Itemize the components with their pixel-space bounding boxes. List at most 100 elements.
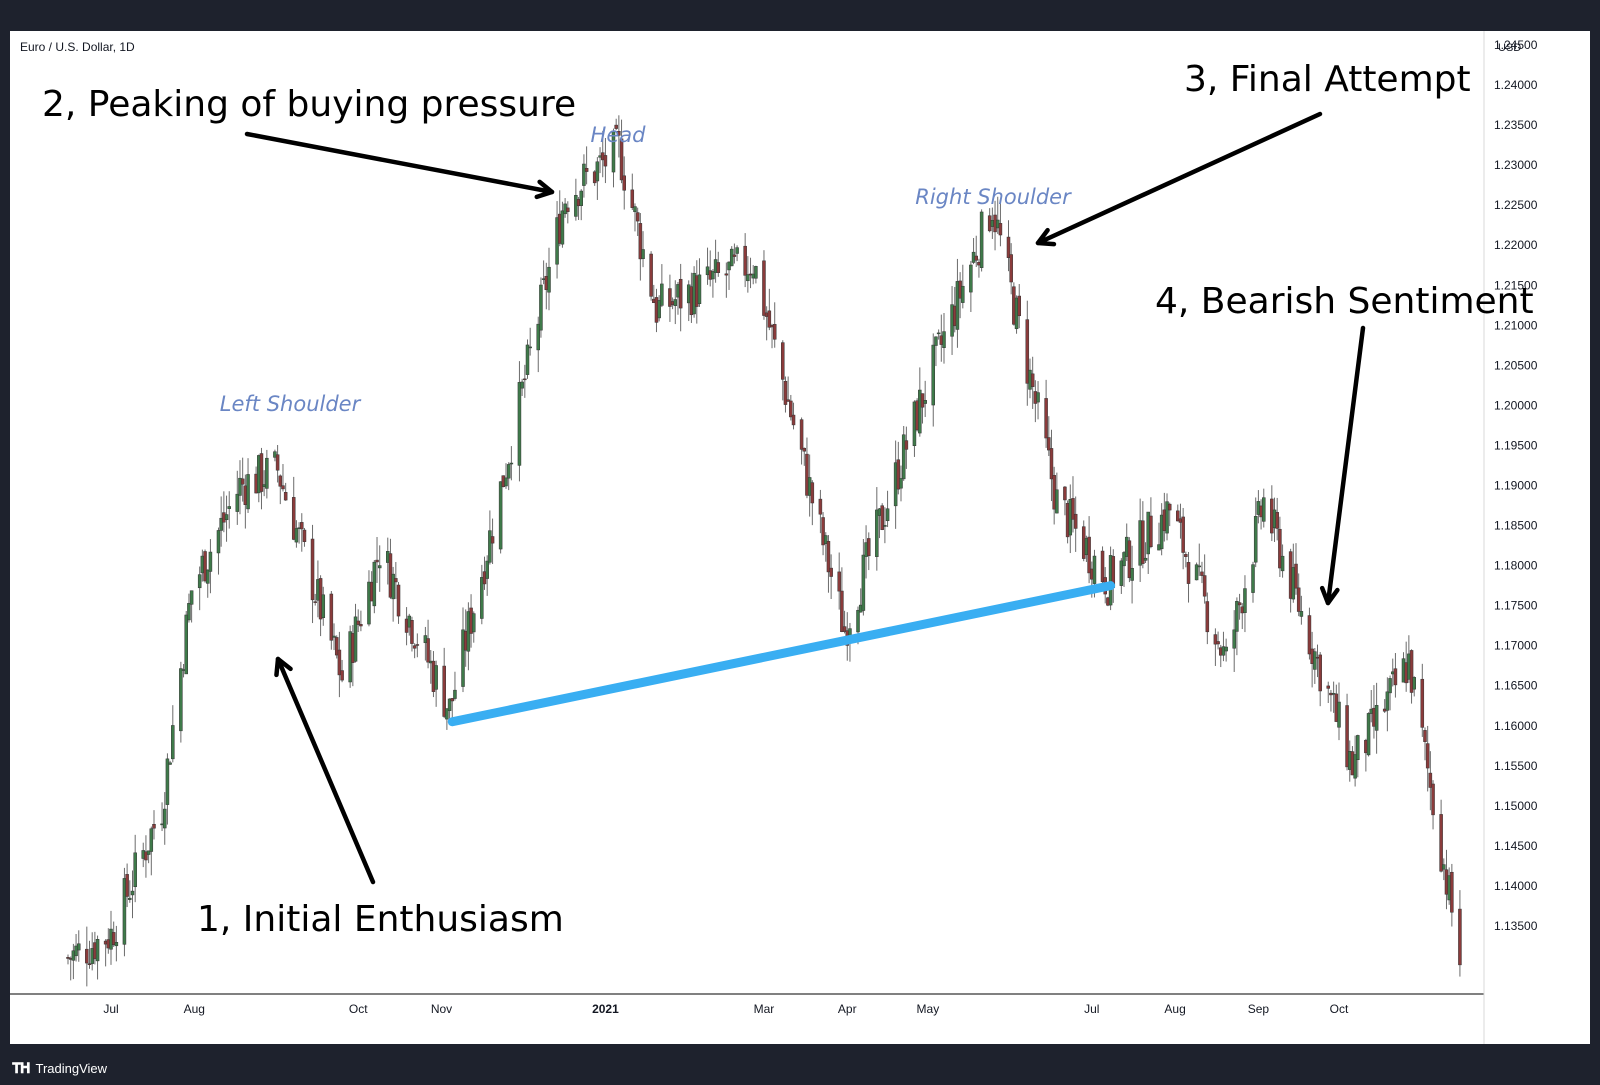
candle-body xyxy=(240,478,245,485)
candle-body xyxy=(332,635,336,638)
candle-body xyxy=(461,629,465,687)
candle-body xyxy=(867,538,871,557)
candle-body xyxy=(579,190,583,206)
candle-body xyxy=(1237,602,1242,606)
candle-body xyxy=(783,380,788,405)
candle-body xyxy=(649,253,653,297)
y-tick-label: 1.19500 xyxy=(1494,438,1538,452)
candle-body xyxy=(536,323,540,351)
x-tick-label: Oct xyxy=(349,1002,368,1016)
y-tick-label: 1.20000 xyxy=(1494,398,1538,412)
candle-body xyxy=(74,945,78,957)
candle-body xyxy=(152,823,156,829)
candle-body xyxy=(617,130,621,136)
candle-body xyxy=(861,554,866,611)
candle-body xyxy=(205,569,210,584)
candle-body xyxy=(1326,685,1331,689)
candle-body xyxy=(334,637,339,656)
candle-body xyxy=(1337,701,1341,728)
candle-body xyxy=(1009,254,1013,283)
y-tick-label: 1.14500 xyxy=(1494,839,1538,853)
candle-body xyxy=(504,477,508,487)
candle-body xyxy=(302,529,307,542)
tradingview-logo-icon: 𝐓𝐇 xyxy=(12,1059,30,1076)
candle-body xyxy=(1428,772,1433,788)
candle-body xyxy=(1366,713,1371,756)
y-tick-label: 1.17000 xyxy=(1494,639,1538,653)
candle-body xyxy=(566,207,570,212)
candle-body xyxy=(509,462,514,465)
candle-body xyxy=(743,245,747,276)
candle-body xyxy=(506,464,511,479)
arrow-final-attempt-head xyxy=(1035,227,1057,247)
candle-body xyxy=(1235,601,1239,632)
candle-body xyxy=(1296,587,1301,612)
candle-body xyxy=(539,284,543,331)
candle-body xyxy=(716,262,721,273)
candle-body xyxy=(979,211,984,268)
candle-body xyxy=(821,517,825,546)
candle-body xyxy=(1294,563,1298,589)
candle-body xyxy=(630,189,635,208)
candle-body xyxy=(735,247,739,254)
x-tick-label: May xyxy=(917,1002,940,1016)
y-tick-label: 1.23500 xyxy=(1494,118,1538,132)
head-label: Head xyxy=(591,123,647,147)
candle-body xyxy=(1280,555,1285,572)
candle-body xyxy=(818,498,823,515)
y-tick-label: 1.15000 xyxy=(1494,799,1538,813)
candle-body xyxy=(1122,552,1126,567)
candle-body xyxy=(885,508,890,522)
right-shoulder-label: Right Shoulder xyxy=(915,185,1072,209)
candle-body xyxy=(595,161,600,182)
candle-body xyxy=(1356,735,1360,760)
candle-body xyxy=(450,698,455,702)
candle-body xyxy=(754,266,758,279)
candle-body xyxy=(87,963,92,966)
candle-body xyxy=(603,155,608,167)
candle-body xyxy=(184,614,188,675)
candle-body xyxy=(300,522,304,530)
candle-body xyxy=(746,274,750,282)
candle-body xyxy=(294,528,299,543)
candle-body xyxy=(901,434,906,480)
candle-body xyxy=(936,332,941,335)
candle-body xyxy=(923,400,927,404)
candle-body xyxy=(1044,398,1048,439)
candle-body xyxy=(219,517,223,531)
candle-body xyxy=(810,482,815,504)
candle-body xyxy=(824,535,828,544)
candle-body xyxy=(238,477,242,496)
candle-body xyxy=(412,645,417,649)
chart-title: Euro / U.S. Dollar, 1D xyxy=(20,40,135,54)
x-tick-label: Mar xyxy=(754,1002,775,1016)
candle-body xyxy=(372,561,377,607)
candle-body xyxy=(171,725,175,760)
candle-body xyxy=(1409,650,1414,693)
candle-body xyxy=(165,758,170,805)
candle-body xyxy=(711,271,715,280)
candle-body xyxy=(1318,654,1322,692)
candle-body xyxy=(434,665,438,690)
candle-body xyxy=(1243,588,1247,613)
candle-body xyxy=(614,124,618,129)
candle-body xyxy=(1055,489,1059,514)
x-tick-label: Jul xyxy=(103,1002,118,1016)
candle-body xyxy=(490,536,495,544)
left-shoulder-label: Left Shoulder xyxy=(220,392,362,416)
candle-body xyxy=(1425,743,1430,769)
candle-body xyxy=(697,274,702,304)
candle-body xyxy=(410,620,414,644)
candle-body xyxy=(179,668,183,732)
candle-body xyxy=(259,453,264,492)
candle-body xyxy=(724,273,729,276)
candle-body xyxy=(955,281,960,330)
y-tick-label: 1.14000 xyxy=(1494,879,1538,893)
candle-body xyxy=(85,948,89,964)
candle-body xyxy=(875,509,879,557)
candle-body xyxy=(918,389,922,434)
candle-body xyxy=(146,850,151,855)
arrow-peaking xyxy=(244,131,555,195)
y-tick-label: 1.16000 xyxy=(1494,719,1538,733)
